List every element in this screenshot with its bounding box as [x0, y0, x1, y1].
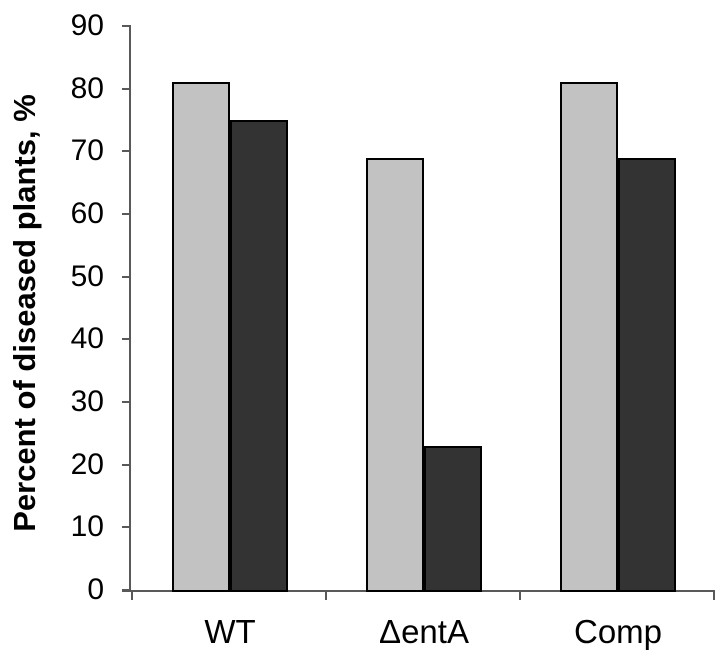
y-tick-label: 70 — [70, 134, 104, 168]
bar-light-gray-bars-2 — [366, 157, 424, 592]
y-tick-label: 80 — [70, 71, 104, 105]
y-tick-mark — [122, 589, 131, 591]
y-tick-mark — [122, 526, 131, 529]
y-tick-label: 10 — [70, 510, 104, 544]
y-tick-label: 40 — [70, 322, 104, 356]
bar-dark-gray-bars-1 — [230, 120, 288, 592]
y-axis-title: Percent of diseased plants, % — [7, 94, 42, 532]
y-axis-line — [129, 26, 131, 592]
x-category-label: WT — [204, 613, 256, 650]
bar-light-gray-bars-1 — [172, 82, 230, 592]
y-tick-mark — [122, 25, 131, 27]
x-tick-mark — [519, 590, 521, 600]
y-tick-mark — [122, 401, 131, 403]
x-tick-mark — [325, 590, 327, 600]
y-tick-mark — [122, 275, 131, 278]
x-category-label: ΔentA — [379, 613, 469, 650]
y-tick-mark — [122, 87, 131, 90]
y-tick-label: 50 — [70, 259, 104, 293]
y-tick-label: 90 — [70, 9, 104, 42]
x-tick-mark — [131, 590, 133, 600]
y-tick-label: 60 — [70, 197, 104, 230]
y-tick-mark — [122, 213, 131, 215]
bar-dark-gray-bars-3 — [618, 157, 676, 592]
bar-light-gray-bars-3 — [560, 82, 618, 592]
y-tick-label: 30 — [70, 385, 104, 418]
y-tick-mark — [122, 338, 131, 341]
y-tick-mark — [122, 150, 131, 153]
y-tick-label: 20 — [70, 447, 104, 481]
y-tick-mark — [122, 463, 131, 466]
y-tick-label: 0 — [87, 573, 104, 606]
bar-dark-gray-bars-2 — [424, 445, 482, 592]
x-category-label: Comp — [573, 613, 663, 650]
x-tick-mark — [713, 590, 715, 600]
